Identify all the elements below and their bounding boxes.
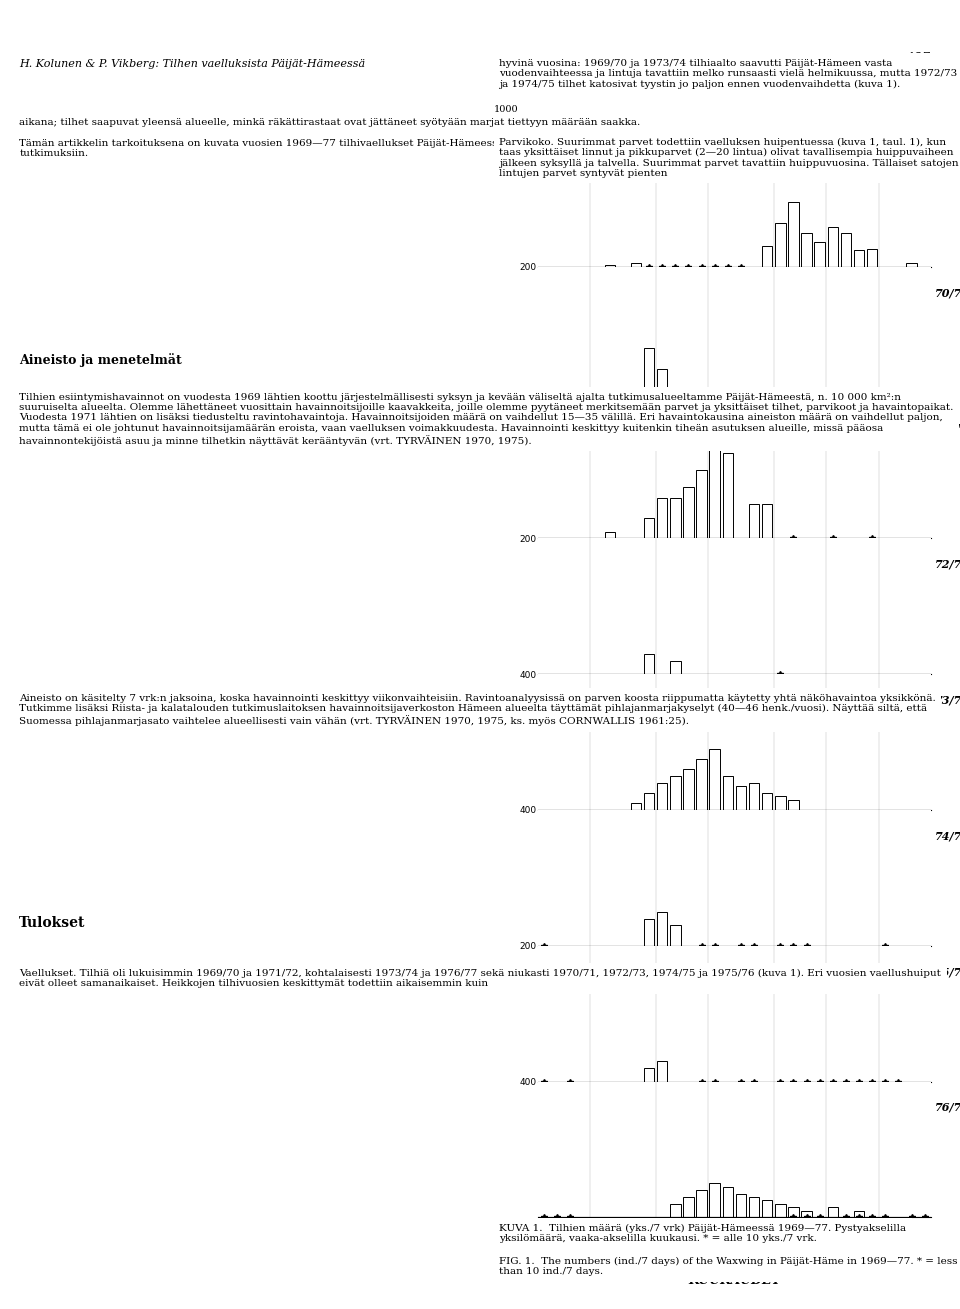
Text: KUUKAUDET: KUUKAUDET [688, 1275, 780, 1288]
Bar [684, 1196, 694, 1217]
Text: aikana; tilhet saapuvat yleensä alueelle, minkä räkättirastaat ovat jättäneet sy: aikana; tilhet saapuvat yleensä alueelle… [19, 118, 927, 158]
Bar [723, 776, 733, 810]
Bar [853, 250, 864, 267]
Bar [644, 919, 655, 945]
Bar [670, 497, 681, 538]
Bar [775, 796, 785, 810]
Text: KUVA 1.  Tilhien määrä (yks./7 vrk) Päijät-Hämeessä 1969—77. Pystyakselilla yksi: KUVA 1. Tilhien määrä (yks./7 vrk) Päijä… [499, 1224, 906, 1244]
Bar [709, 749, 720, 810]
Bar [684, 770, 694, 810]
Bar [762, 246, 773, 267]
Bar [735, 787, 746, 810]
Bar [657, 912, 667, 945]
Text: H. Kolunen & P. Vikberg: Tilhen vaelluksista Päijät-Hämeessä: H. Kolunen & P. Vikberg: Tilhen vaelluks… [19, 59, 366, 69]
Bar [723, 453, 733, 538]
Bar [657, 783, 667, 810]
Text: Aineisto on käsitelty 7 vrk:n jaksoina, koska havainnointi keskittyy viikonvaiht: Aineisto on käsitelty 7 vrk:n jaksoina, … [19, 694, 936, 726]
Text: 69/70: 69/70 [935, 152, 960, 162]
Bar [684, 487, 694, 538]
Bar [657, 1062, 667, 1081]
Bar [867, 249, 877, 267]
Bar [723, 1187, 733, 1217]
Bar [670, 1204, 681, 1217]
Bar [670, 661, 681, 674]
Text: 74/75: 74/75 [935, 830, 960, 842]
Text: 70/71: 70/71 [935, 287, 960, 298]
Bar [631, 263, 641, 267]
Bar [841, 233, 852, 267]
Bar [657, 497, 667, 538]
Bar [696, 1190, 707, 1217]
Bar [631, 804, 641, 810]
Text: 1000
YKS.: 1000 YKS. [493, 105, 518, 124]
Text: Parvikoko. Suurimmat parvet todettiin vaelluksen huipentuessa (kuva 1, taul. 1),: Parvikoko. Suurimmat parvet todettiin va… [499, 137, 959, 178]
Bar [696, 470, 707, 538]
Bar [788, 202, 799, 267]
Bar [709, 1183, 720, 1217]
Bar [749, 783, 759, 810]
Text: Tulokset: Tulokset [19, 916, 85, 931]
Bar [670, 776, 681, 810]
Text: 73/74: 73/74 [935, 695, 960, 706]
Bar [605, 531, 615, 538]
Text: 76/77: 76/77 [935, 1102, 960, 1113]
Bar [828, 1207, 838, 1217]
Bar [802, 1211, 812, 1217]
Text: 72/73: 72/73 [935, 559, 960, 569]
Bar [644, 653, 655, 674]
Bar [644, 348, 655, 403]
Bar [644, 793, 655, 810]
Bar [814, 242, 825, 267]
Bar [775, 1204, 785, 1217]
Text: hyvinä vuosina: 1969/70 ja 1973/74 tilhiaalto saavutti Päijät-Hämeen vasta vuode: hyvinä vuosina: 1969/70 ja 1973/74 tilhi… [499, 59, 957, 89]
Text: 75/76: 75/76 [935, 966, 960, 977]
Bar [644, 1068, 655, 1081]
Text: Aineisto ja menetelmät: Aineisto ja menetelmät [19, 353, 182, 368]
Bar [762, 1200, 773, 1217]
Bar [670, 925, 681, 945]
Text: 71/72: 71/72 [935, 423, 960, 433]
Bar [696, 759, 707, 810]
Text: Tilhien esiintymishavainnot on vuodesta 1969 lähtien koottu järjestelmällisesti : Tilhien esiintymishavainnot on vuodesta … [19, 393, 953, 445]
Text: Vaellukset. Tilhiä oli lukuisimmin 1969/70 ja 1971/72, kohtalaisesti 1973/74 ja : Vaellukset. Tilhiä oli lukuisimmin 1969/… [19, 969, 941, 988]
Bar [762, 504, 773, 538]
Bar [749, 1196, 759, 1217]
Bar [749, 504, 759, 538]
Bar [828, 228, 838, 267]
Bar [709, 436, 720, 538]
Bar [657, 369, 667, 403]
Bar [802, 233, 812, 267]
Bar [853, 1211, 864, 1217]
Bar [775, 224, 785, 267]
Text: FIG. 1.  The numbers (ind./7 days) of the Waxwing in Päijät-Häme in 1969—77. * =: FIG. 1. The numbers (ind./7 days) of the… [499, 1257, 958, 1276]
Bar [762, 793, 773, 810]
Bar [644, 518, 655, 538]
Bar [735, 1194, 746, 1217]
Bar [605, 266, 615, 267]
Text: 127: 127 [907, 52, 931, 65]
Bar [788, 1207, 799, 1217]
Bar [788, 800, 799, 810]
Bar [906, 263, 917, 267]
